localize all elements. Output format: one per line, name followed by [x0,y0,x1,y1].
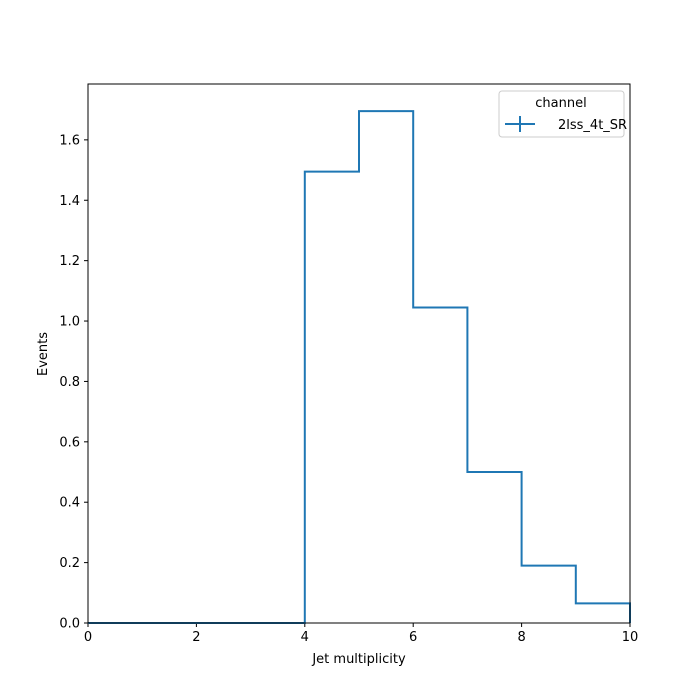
y-tick-label: 0.4 [59,496,80,511]
y-tick-label: 1.2 [59,254,80,269]
x-tick-label: 2 [192,630,200,645]
y-axis-ticks: 0.0 0.2 0.4 0.6 0.8 1.0 1.2 1.4 1.6 [59,133,88,632]
legend-title: channel [535,96,586,111]
y-tick-label: 1.0 [59,315,80,330]
x-tick-label: 8 [517,630,525,645]
legend: channel 2lss_4t_SR [498,90,627,138]
y-tick-label: 1.6 [59,133,80,148]
x-tick-label: 0 [84,630,92,645]
plot-area [88,84,630,623]
y-tick-label: 0.0 [59,617,80,632]
x-tick-label: 4 [301,630,309,645]
y-tick-label: 0.2 [59,556,80,571]
y-tick-label: 0.8 [59,375,80,390]
x-tick-label: 10 [622,630,639,645]
legend-frame [498,90,625,138]
x-axis-label: Jet multiplicity [311,652,406,667]
legend-series-label: 2lss_4t_SR [558,118,627,133]
y-tick-label: 0.6 [59,435,80,450]
y-tick-label: 1.4 [59,194,80,209]
y-axis-label: Events [36,332,51,376]
plot-frame [87,83,631,624]
x-axis-ticks: 0 2 4 6 8 10 [84,623,638,645]
x-tick-label: 6 [409,630,417,645]
